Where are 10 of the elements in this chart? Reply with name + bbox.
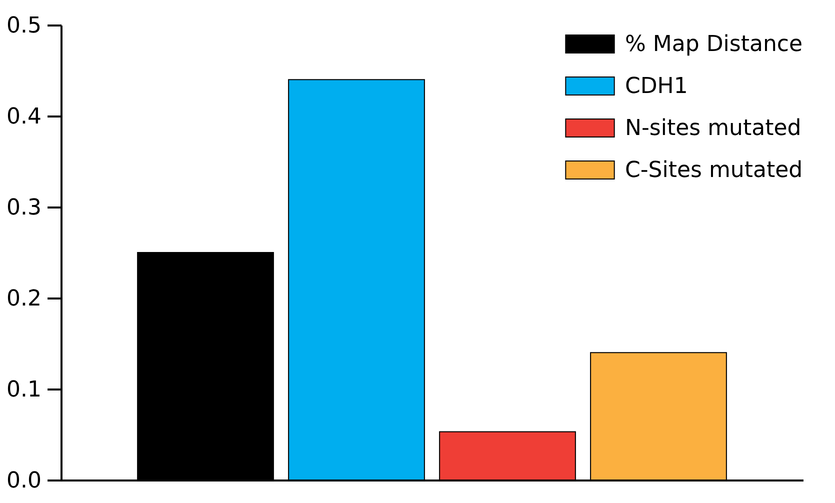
y-tick-label: 0.2 [6, 286, 42, 312]
y-tick-label: 0.1 [6, 378, 42, 402]
legend-label: % Map Distance [625, 32, 803, 57]
y-tick-label: 0.5 [6, 14, 42, 38]
y-tick-label: 0.3 [6, 196, 42, 220]
y-tick-label: 0.4 [6, 104, 42, 130]
y-tick-label: 0.0 [6, 468, 42, 494]
legend-label: CDH1 [625, 74, 688, 99]
legend-label: N-sites mutated [625, 116, 802, 141]
legend-label: C-Sites mutated [625, 158, 803, 183]
